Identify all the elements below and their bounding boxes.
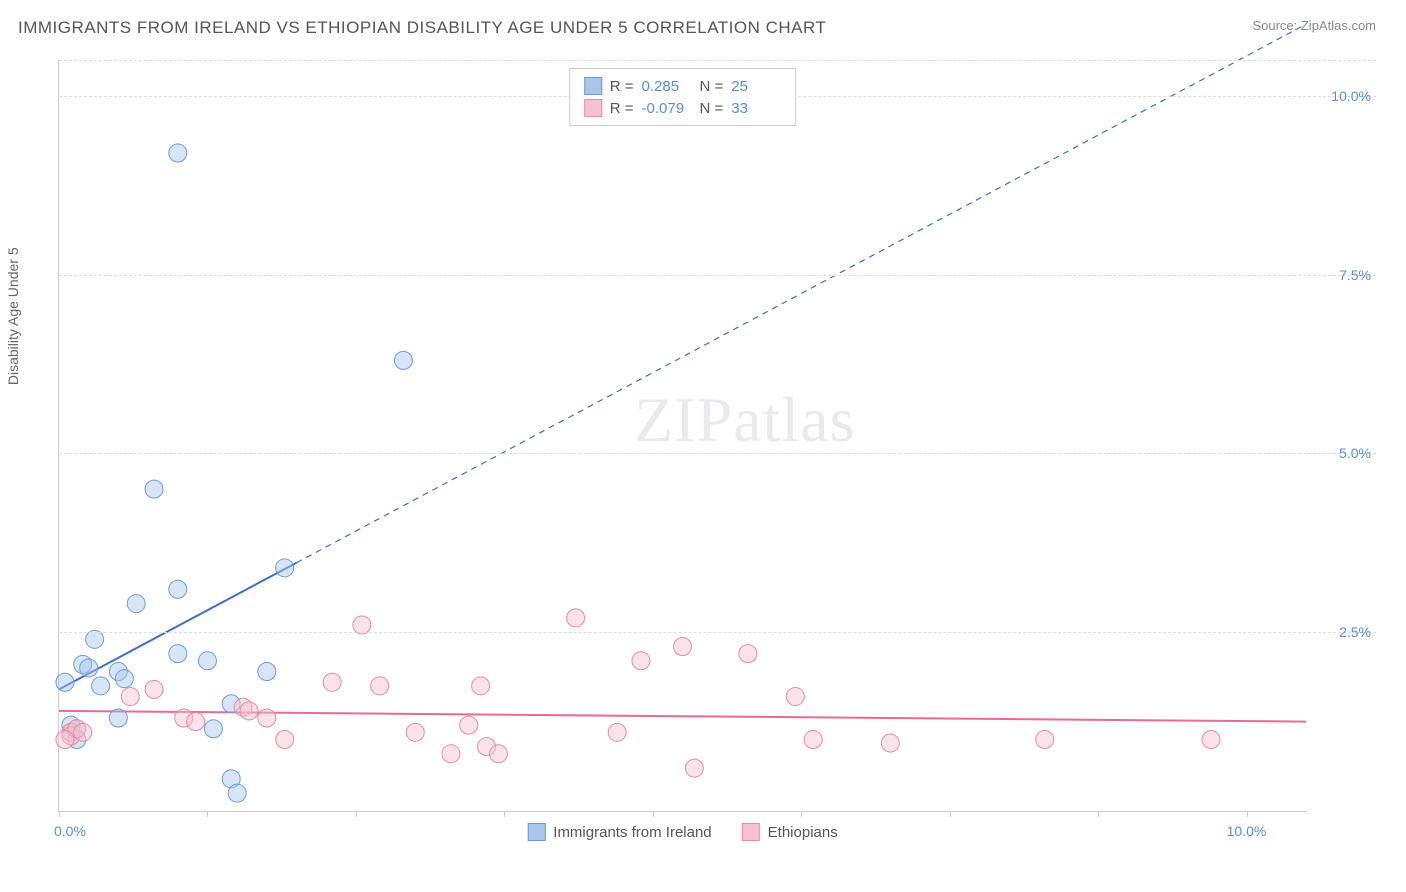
data-point bbox=[169, 645, 187, 663]
data-point bbox=[406, 723, 424, 741]
data-point bbox=[169, 580, 187, 598]
swatch-ireland bbox=[527, 823, 545, 841]
y-tick-label: 5.0% bbox=[1339, 445, 1371, 461]
data-point bbox=[632, 652, 650, 670]
data-point bbox=[145, 480, 163, 498]
y-tick-label: 2.5% bbox=[1339, 624, 1371, 640]
plot-area: ZIPatlas R = 0.285 N = 25 R = -0.079 N =… bbox=[58, 60, 1306, 812]
source-label: Source: ZipAtlas.com bbox=[1252, 18, 1376, 33]
n-label: N = bbox=[700, 78, 724, 95]
scatter-svg bbox=[59, 60, 1306, 811]
data-point bbox=[115, 670, 133, 688]
data-point bbox=[169, 144, 187, 162]
x-tick-label: 10.0% bbox=[1227, 823, 1267, 839]
y-tick-label: 7.5% bbox=[1339, 267, 1371, 283]
data-point bbox=[74, 723, 92, 741]
legend-row-ethiopian: R = -0.079 N = 33 bbox=[584, 97, 782, 119]
data-point bbox=[442, 745, 460, 763]
gridline bbox=[59, 60, 1376, 61]
data-point bbox=[881, 734, 899, 752]
legend-series: Immigrants from Ireland Ethiopians bbox=[527, 823, 837, 841]
data-point bbox=[276, 730, 294, 748]
data-point bbox=[187, 713, 205, 731]
gridline bbox=[59, 275, 1376, 276]
data-point bbox=[198, 652, 216, 670]
series-label-ireland: Immigrants from Ireland bbox=[553, 824, 711, 841]
x-tick-label: 0.0% bbox=[54, 823, 86, 839]
data-point bbox=[145, 680, 163, 698]
data-point bbox=[685, 759, 703, 777]
data-point bbox=[56, 730, 74, 748]
data-point bbox=[489, 745, 507, 763]
x-tick bbox=[1098, 811, 1099, 817]
legend-item-ethiopian: Ethiopians bbox=[742, 823, 838, 841]
swatch-ethiopian bbox=[742, 823, 760, 841]
trend-line-dashed bbox=[297, 24, 1306, 562]
r-label: R = bbox=[610, 78, 634, 95]
y-axis-label: Disability Age Under 5 bbox=[5, 247, 21, 385]
chart-title: IMMIGRANTS FROM IRELAND VS ETHIOPIAN DIS… bbox=[18, 18, 826, 38]
data-point bbox=[127, 595, 145, 613]
n-label: N = bbox=[700, 100, 724, 117]
data-point bbox=[258, 709, 276, 727]
chart-container: Disability Age Under 5 ZIPatlas R = 0.28… bbox=[18, 50, 1376, 842]
legend-item-ireland: Immigrants from Ireland bbox=[527, 823, 711, 841]
series-label-ethiopian: Ethiopians bbox=[768, 824, 838, 841]
data-point bbox=[804, 730, 822, 748]
data-point bbox=[276, 559, 294, 577]
r-value-ireland: 0.285 bbox=[642, 78, 692, 95]
gridline bbox=[59, 632, 1376, 633]
data-point bbox=[1036, 730, 1054, 748]
x-tick bbox=[207, 811, 208, 817]
swatch-ireland bbox=[584, 77, 602, 95]
data-point bbox=[121, 688, 139, 706]
gridline bbox=[59, 453, 1376, 454]
data-point bbox=[228, 784, 246, 802]
data-point bbox=[674, 637, 692, 655]
legend-row-ireland: R = 0.285 N = 25 bbox=[584, 75, 782, 97]
legend-stats: R = 0.285 N = 25 R = -0.079 N = 33 bbox=[569, 68, 797, 126]
data-point bbox=[739, 645, 757, 663]
data-point bbox=[460, 716, 478, 734]
data-point bbox=[258, 663, 276, 681]
data-point bbox=[567, 609, 585, 627]
data-point bbox=[608, 723, 626, 741]
x-tick bbox=[59, 811, 60, 817]
x-tick bbox=[356, 811, 357, 817]
data-point bbox=[1202, 730, 1220, 748]
data-point bbox=[92, 677, 110, 695]
data-point bbox=[323, 673, 341, 691]
data-point bbox=[80, 659, 98, 677]
data-point bbox=[371, 677, 389, 695]
x-tick bbox=[653, 811, 654, 817]
data-point bbox=[204, 720, 222, 738]
y-tick-label: 10.0% bbox=[1331, 88, 1371, 104]
data-point bbox=[472, 677, 490, 695]
n-value-ethiopian: 33 bbox=[731, 100, 781, 117]
swatch-ethiopian bbox=[584, 99, 602, 117]
r-value-ethiopian: -0.079 bbox=[642, 100, 692, 117]
x-tick bbox=[1247, 811, 1248, 817]
x-tick bbox=[504, 811, 505, 817]
data-point bbox=[786, 688, 804, 706]
data-point bbox=[56, 673, 74, 691]
n-value-ireland: 25 bbox=[731, 78, 781, 95]
x-tick bbox=[801, 811, 802, 817]
data-point bbox=[240, 702, 258, 720]
data-point bbox=[109, 709, 127, 727]
x-tick bbox=[950, 811, 951, 817]
data-point bbox=[394, 351, 412, 369]
r-label: R = bbox=[610, 100, 634, 117]
